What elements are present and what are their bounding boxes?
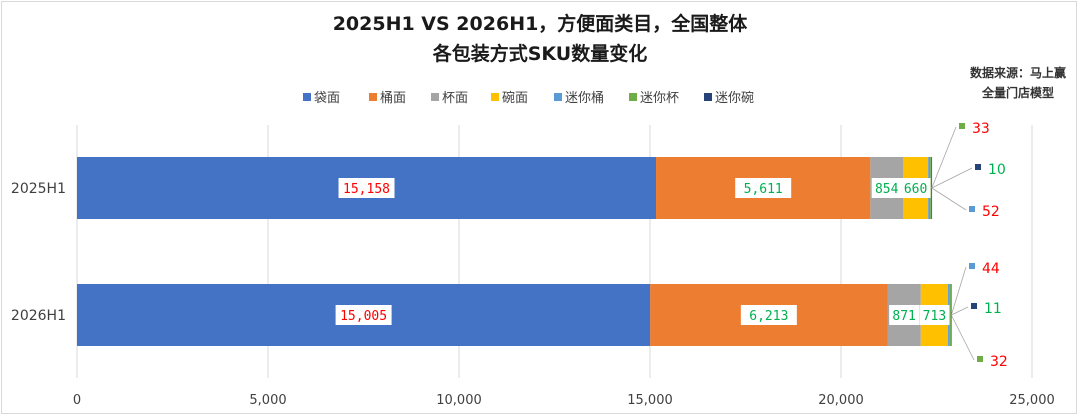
legend-item-3: 杯面 (431, 91, 468, 106)
callout-2026H1-迷你桶: 44 (950, 261, 1000, 316)
callout-2026H1-迷你碗: 11 (951, 301, 1002, 317)
callout-value: 11 (984, 301, 1002, 317)
callout-marker (971, 303, 977, 309)
callout-marker (959, 123, 965, 129)
x-tick-label: 25,000 (1009, 393, 1055, 408)
data-label-text: 871 (892, 309, 915, 324)
legend-label: 碗面 (502, 90, 528, 106)
bar-2026H1-迷你杯 (949, 284, 951, 346)
callout-value: 10 (988, 162, 1006, 178)
legend-label: 迷你杯 (640, 91, 679, 106)
data-label-2026H1-桶面: 6,213 (740, 305, 797, 325)
chart-title-line-2: 各包装方式SKU数量变化 (432, 42, 648, 65)
data-label-box (900, 178, 931, 198)
callout-value: 44 (982, 261, 1000, 277)
callout-value: 33 (972, 121, 990, 137)
legend-swatch (704, 93, 712, 101)
data-label-2025H1-碗面: 660 (900, 178, 931, 198)
category-label-2025H1: 2025H1 (11, 181, 66, 197)
data-label-2025H1-桶面: 5,611 (735, 178, 792, 198)
data-label-text: 6,213 (749, 309, 788, 324)
callout-marker (975, 164, 981, 170)
legend-swatch (369, 93, 377, 101)
category-label-2026H1: 2026H1 (11, 308, 66, 324)
data-label-text: 660 (904, 182, 927, 197)
legend-item-2: 桶面 (369, 91, 406, 106)
source-note-line-1: 数据来源：马上赢 (970, 65, 1066, 80)
callout-2026H1-迷你杯: 32 (951, 314, 1008, 370)
bar-2026H1-迷你碗 (950, 284, 952, 346)
legend-item-5: 迷你桶 (554, 91, 604, 106)
legend-item-7: 迷你碗 (704, 90, 754, 106)
chart-title-line-1: 2025H1 VS 2026H1，方便面类目，全国整体 (333, 12, 749, 35)
data-label-text: 15,158 (343, 182, 390, 197)
x-tick-label: 5,000 (249, 393, 286, 408)
bar-2025H1-迷你杯 (930, 157, 932, 219)
callout-leader-line (931, 126, 957, 189)
data-label-2026H1-袋面: 15,005 (335, 305, 392, 325)
callout-marker (977, 356, 983, 362)
callout-leader-line (951, 314, 975, 361)
data-label-box (338, 178, 395, 198)
data-label-box (889, 305, 920, 325)
data-label-2025H1-杯面: 854 (871, 178, 902, 198)
callout-2025H1-迷你杯: 33 (931, 121, 990, 189)
data-label-text: 854 (875, 182, 899, 197)
x-tick-label: 10,000 (436, 393, 482, 408)
data-label-2026H1-杯面: 871 (889, 305, 920, 325)
legend-swatch (431, 93, 439, 101)
callout-leader-line (951, 306, 969, 316)
data-label-text: 15,005 (340, 309, 387, 324)
legend-label: 桶面 (380, 91, 406, 106)
callout-marker (969, 263, 975, 269)
callout-2025H1-迷你桶: 52 (931, 187, 1000, 220)
data-label-2026H1-碗面: 713 (919, 305, 950, 325)
legend-swatch (303, 93, 311, 101)
legend-label: 杯面 (442, 91, 468, 106)
data-label-2025H1-袋面: 15,158 (338, 178, 395, 198)
callout-leader-line (931, 187, 967, 211)
callout-value: 52 (982, 204, 1000, 220)
legend-label: 迷你碗 (715, 90, 754, 106)
data-label-box (735, 178, 792, 198)
x-tick-label: 20,000 (818, 393, 864, 408)
data-label-box (871, 178, 902, 198)
callout-2025H1-迷你碗: 10 (931, 162, 1006, 189)
legend-item-1: 袋面 (303, 91, 340, 106)
callout-marker (969, 206, 975, 212)
legend-label: 迷你桶 (565, 91, 604, 106)
x-tick-label: 0 (73, 393, 81, 408)
legend-label: 袋面 (314, 91, 340, 106)
callout-value: 32 (990, 354, 1008, 370)
legend-item-6: 迷你杯 (629, 91, 679, 106)
legend-item-4: 碗面 (491, 90, 528, 106)
x-tick-label: 15,000 (627, 393, 673, 408)
legend-swatch (491, 93, 499, 101)
legend-swatch (554, 93, 562, 101)
data-label-text: 713 (923, 309, 946, 324)
legend-swatch (629, 93, 637, 101)
data-label-box (335, 305, 392, 325)
source-note-line-2: 全量门店模型 (981, 85, 1054, 100)
bar-2025H1-迷你碗 (931, 157, 933, 219)
callout-leader-line (950, 266, 967, 316)
callout-leader-line (931, 167, 973, 189)
data-label-text: 5,611 (744, 182, 783, 197)
data-label-box (919, 305, 950, 325)
data-label-box (740, 305, 797, 325)
